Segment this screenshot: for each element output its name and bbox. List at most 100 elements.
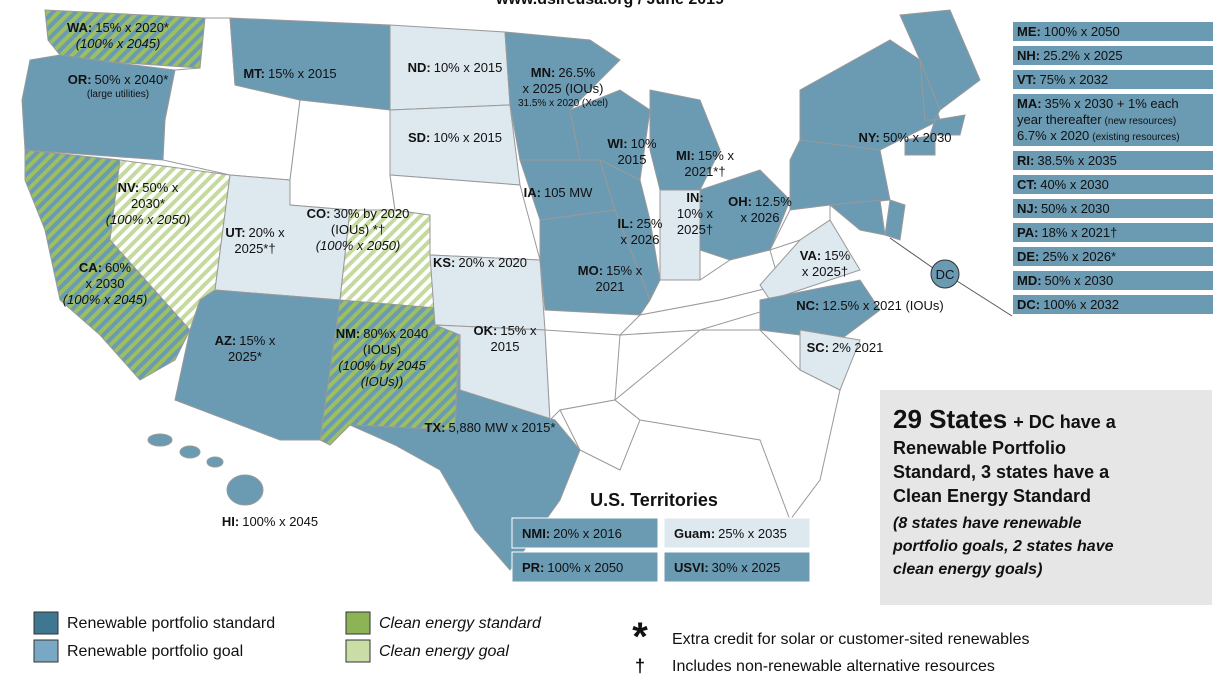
note-text: Extra credit for solar or customer-sited… xyxy=(672,631,1029,648)
state-label: MI: 15% x 2021*† xyxy=(676,148,734,179)
state-shape xyxy=(759,279,881,341)
territory-abbr: Guam: xyxy=(674,526,715,541)
ne-box xyxy=(1013,46,1213,65)
state-label: WA: 15% x 2020* (100% x 2045) xyxy=(67,20,169,51)
state-shape xyxy=(769,204,831,251)
legend-swatch xyxy=(345,611,371,635)
ne-label: DC: 100% x 2032 xyxy=(1017,297,1119,312)
state-shape xyxy=(799,329,861,391)
state-value: 12.5% xyxy=(755,194,792,209)
state-label: HI: 100% x 2045 xyxy=(222,514,318,529)
state-abbr: NY: xyxy=(858,130,879,145)
state-abbr: MI: xyxy=(676,148,695,163)
state-label: IN: 10% x 2025† xyxy=(677,190,714,237)
state-abbr: NM: xyxy=(336,326,361,341)
state-value: 15% x xyxy=(239,333,276,348)
state-value: x 2026 xyxy=(740,210,779,225)
state-value: 26.5% xyxy=(558,65,595,80)
state-abbr: MN: xyxy=(531,65,556,80)
summary-note: (8 states have renewable xyxy=(893,515,1082,532)
state-value: x 2030 xyxy=(85,276,124,291)
state-label: MT: 15% x 2015 xyxy=(243,66,336,81)
ne-value: 25.2% x 2025 xyxy=(1043,48,1123,63)
ne-label: NH: 25.2% x 2025 xyxy=(1017,48,1123,63)
state-value: 105 MW xyxy=(544,185,593,200)
state-shape xyxy=(904,134,936,156)
island xyxy=(206,456,224,468)
territory-value: 20% x 2016 xyxy=(553,526,622,541)
state-value: (100% by 2045 xyxy=(338,358,426,373)
state-value: 10% x 2015 xyxy=(434,60,503,75)
state-value: x 2026 xyxy=(620,232,659,247)
ne-label: PA: 18% x 2021† xyxy=(1017,225,1117,240)
state-value: 15% x xyxy=(698,148,735,163)
state-label: SD: 10% x 2015 xyxy=(408,130,502,145)
state-value: 20% x 2020 xyxy=(458,255,527,270)
ne-label: MD: 50% x 2030 xyxy=(1017,273,1113,288)
state-value: 10% x 2015 xyxy=(433,130,502,145)
ne-value: 100% x 2050 xyxy=(1044,24,1120,39)
legend-label: Renewable portfolio goal xyxy=(67,643,243,660)
state-shape xyxy=(929,114,966,136)
territory-value: 30% x 2025 xyxy=(712,560,781,575)
territory-abbr: NMI: xyxy=(522,526,550,541)
state-shape xyxy=(349,334,581,571)
territories-title: U.S. Territories xyxy=(590,490,718,510)
ne-box xyxy=(1013,223,1213,242)
ne-value: 6.7% x 2020 xyxy=(1017,128,1089,143)
state-shape xyxy=(789,139,891,211)
state-label: NY: 50% x 2030 xyxy=(858,130,951,145)
summary-line: Clean Energy Standard xyxy=(893,486,1091,506)
ne-abbr: DC: xyxy=(1017,297,1040,312)
summary-note: portfolio goals, 2 states have xyxy=(892,538,1114,555)
state-label: SC: 2% 2021 xyxy=(807,340,884,355)
summary-note: clean energy goals) xyxy=(893,561,1042,578)
state-value: 2025* xyxy=(228,349,262,364)
ne-value: 38.5% x 2035 xyxy=(1037,153,1117,168)
state-value: 80%x 2040 xyxy=(363,326,428,341)
state-abbr: SD: xyxy=(408,130,430,145)
ne-box xyxy=(1013,295,1213,314)
ne-value: 50% x 2030 xyxy=(1045,273,1114,288)
state-label: MN: 26.5% x 2025 (IOUs) 31.5% x 2020 (Xcel) xyxy=(518,65,608,109)
state-label: IA: 105 MW xyxy=(524,185,593,200)
legend-label: Clean energy standard xyxy=(379,615,542,632)
state-abbr: KS: xyxy=(433,255,455,270)
ne-label: MA: 35% x 2030 + 1% each year thereafter (n… xyxy=(1017,96,1180,143)
state-value: (IOUs)) xyxy=(361,374,404,389)
state-shape xyxy=(289,99,396,211)
legend-label: Renewable portfolio standard xyxy=(67,615,275,632)
state-label: NM: 80%x 2040 (IOUs) (100% by 2045 (IOUs)) xyxy=(336,326,429,389)
ne-abbr: MD: xyxy=(1017,273,1042,288)
state-label: OH: 12.5% x 2026 xyxy=(728,194,792,225)
state-value: (100% x 2050) xyxy=(106,212,191,227)
ne-abbr: NH: xyxy=(1017,48,1040,63)
state-value: (100% x 2045) xyxy=(63,292,148,307)
state-abbr: HI: xyxy=(222,514,239,529)
state-shape xyxy=(759,219,861,301)
ne-value: (existing resources) xyxy=(1092,132,1179,143)
ne-abbr: VT: xyxy=(1017,72,1037,87)
ne-label: CT: 40% x 2030 xyxy=(1017,177,1109,192)
state-value: 2015 xyxy=(618,152,647,167)
island xyxy=(147,433,173,447)
ne-value: 18% x 2021† xyxy=(1041,225,1117,240)
territory-abbr: PR: xyxy=(522,560,544,575)
state-value: 2025† xyxy=(677,222,713,237)
state-label: CA: 60% x 2030 (100% x 2045) xyxy=(63,260,148,307)
legend-swatch xyxy=(33,639,59,663)
territory-abbr: USVI: xyxy=(674,560,709,575)
ne-value: 25% x 2026* xyxy=(1042,249,1116,264)
legend-swatch xyxy=(33,611,59,635)
state-label: OK: 15% x 2015 xyxy=(474,323,537,354)
state-abbr: IN: xyxy=(686,190,703,205)
state-abbr: ND: xyxy=(408,60,431,75)
dc-circle xyxy=(930,259,960,289)
summary-rest: + DC have a xyxy=(1013,412,1117,432)
summary-box xyxy=(880,390,1212,605)
territory-box xyxy=(511,517,659,549)
territory-value: 100% x 2050 xyxy=(547,560,623,575)
state-label: WI: 10% 2015 xyxy=(607,136,657,167)
state-label: NV: 50% x 2030* (100% x 2050) xyxy=(106,180,191,227)
